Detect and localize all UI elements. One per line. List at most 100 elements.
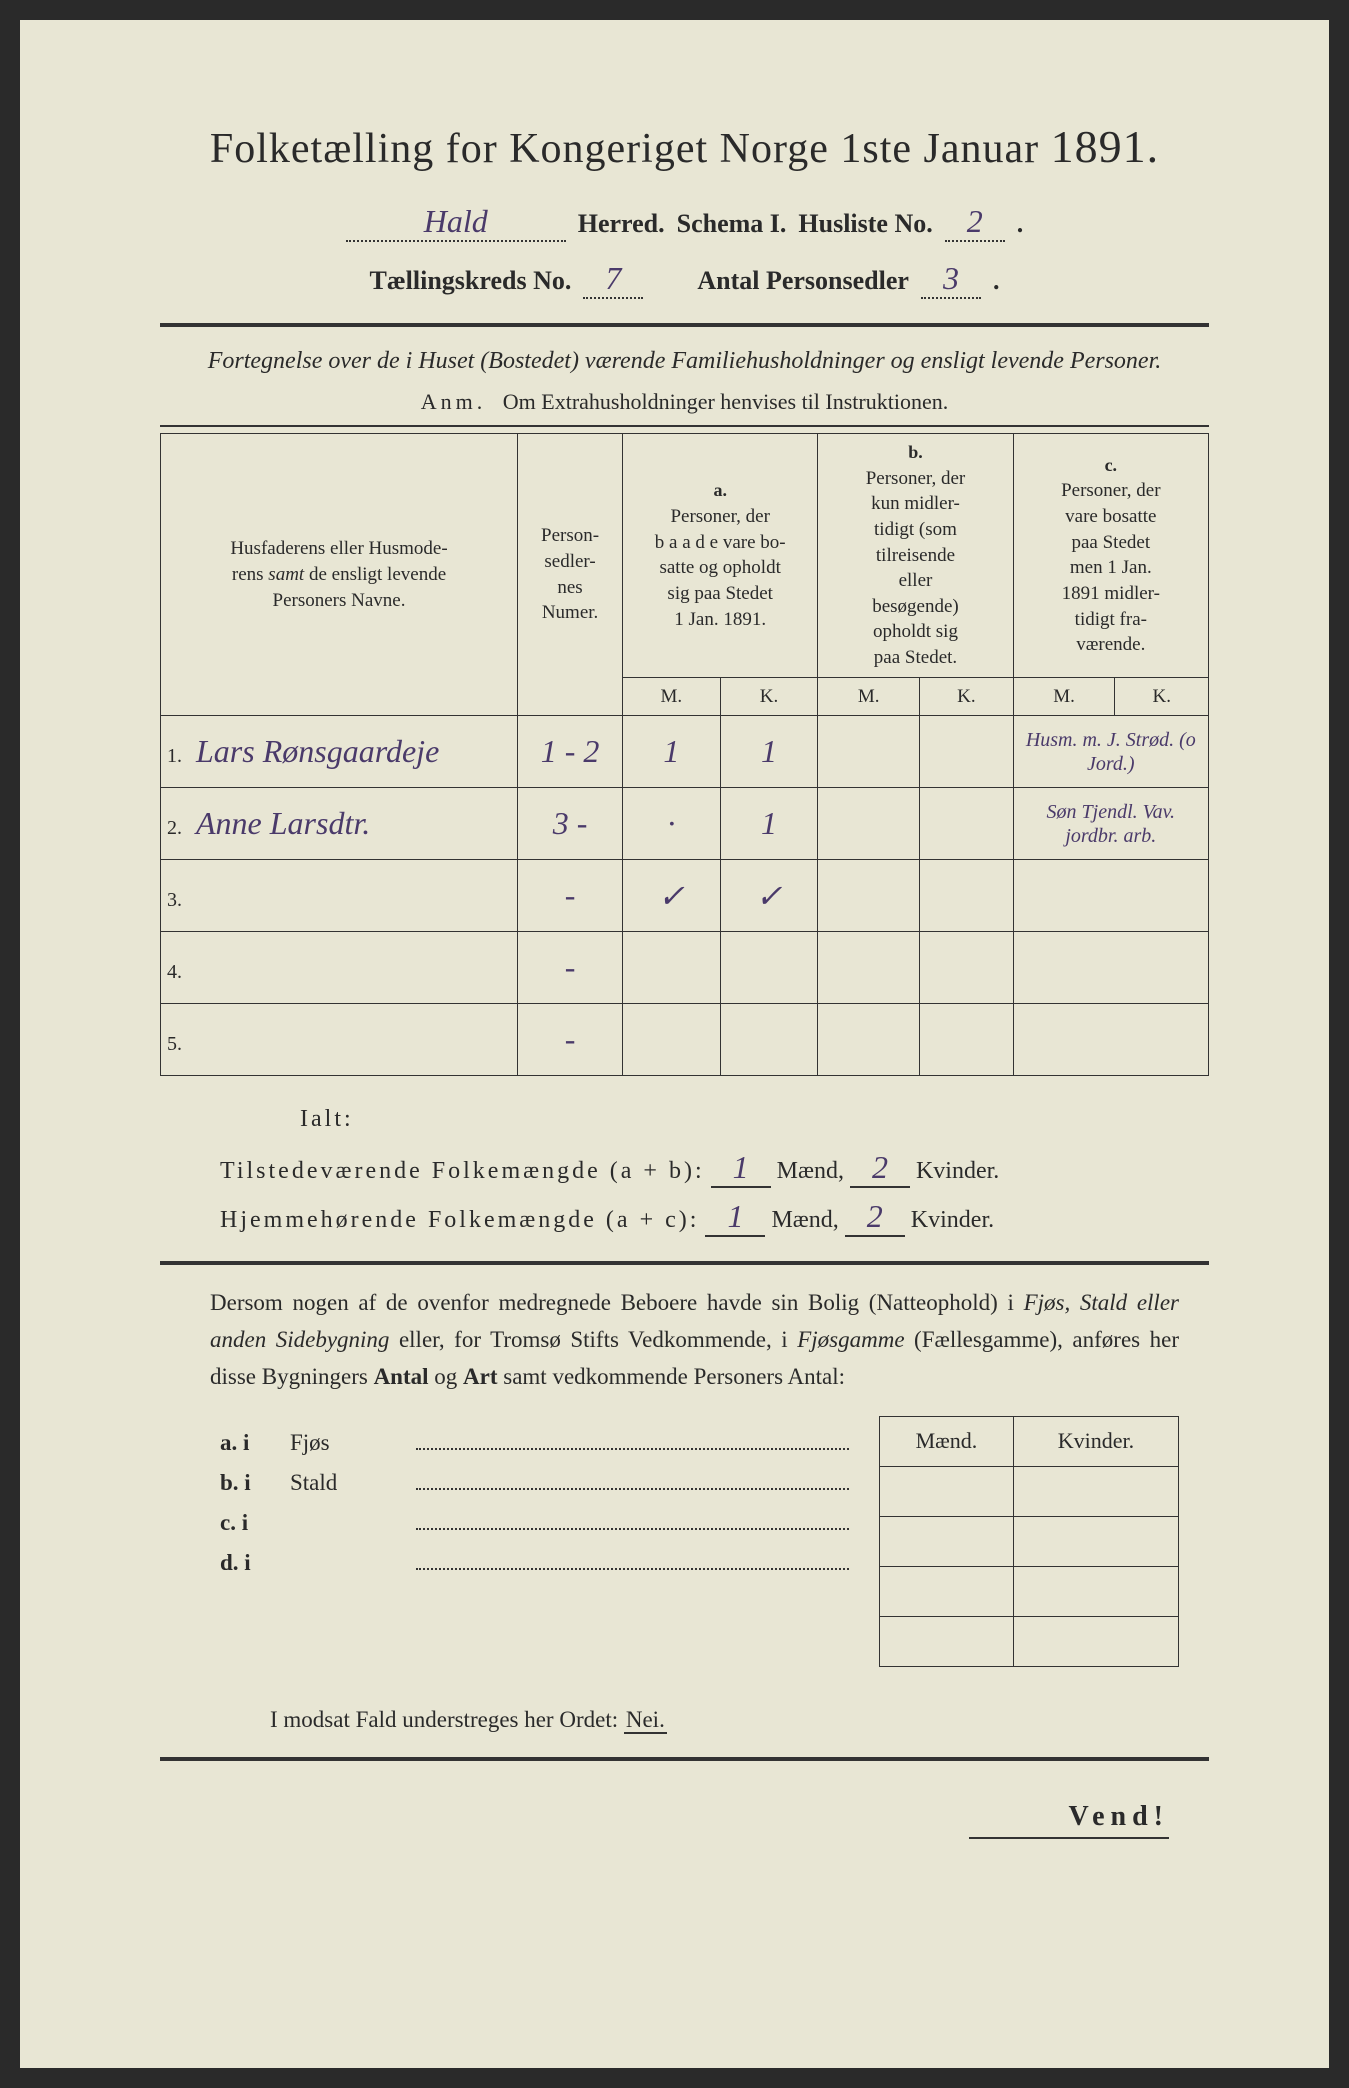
bM-cell bbox=[818, 716, 920, 788]
aM-cell bbox=[623, 1004, 721, 1076]
husliste-label: Husliste No. bbox=[798, 209, 932, 239]
aK-cell: ✓ bbox=[720, 860, 818, 932]
divider bbox=[160, 425, 1209, 427]
outbuilding-list: a. iFjøs b. iStald c. i d. i bbox=[220, 1416, 849, 1667]
bK-cell bbox=[920, 788, 1013, 860]
bM-cell bbox=[818, 788, 920, 860]
bM-cell bbox=[818, 932, 920, 1004]
aM-cell: ✓ bbox=[623, 860, 721, 932]
aK-cell bbox=[720, 932, 818, 1004]
numer-cell: 3 - bbox=[518, 788, 623, 860]
numer-cell: - bbox=[518, 1004, 623, 1076]
col-b-header: b. Personer, derkun midler-tidigt (somti… bbox=[818, 434, 1013, 678]
divider bbox=[160, 323, 1209, 327]
table-row: 1. Lars Rønsgaardeje1 - 211Husm. m. J. S… bbox=[161, 716, 1209, 788]
vend-label: Vend! bbox=[160, 1801, 1169, 1833]
subtitle: Fortegnelse over de i Huset (Bostedet) v… bbox=[160, 343, 1209, 379]
kreds-label: Tællingskreds No. bbox=[370, 266, 572, 296]
personsedler-label: Antal Personsedler bbox=[697, 266, 909, 296]
outbuilding-row: b. iStald bbox=[220, 1470, 849, 1496]
total-ab-k: 2 bbox=[850, 1149, 910, 1188]
outbuilding-row: a. iFjøs bbox=[220, 1430, 849, 1456]
numer-cell: - bbox=[518, 932, 623, 1004]
kreds-value: 7 bbox=[583, 260, 643, 299]
total-ab-m: 1 bbox=[711, 1149, 771, 1188]
bK-cell bbox=[920, 1004, 1013, 1076]
page-title: Folketælling for Kongeriget Norge 1ste J… bbox=[160, 120, 1209, 173]
table-row: 3. -✓✓ bbox=[161, 860, 1209, 932]
note-cell: Søn Tjendl. Vav. jordbr. arb. bbox=[1013, 788, 1208, 860]
aM-cell bbox=[623, 932, 721, 1004]
total-ac-k: 2 bbox=[845, 1198, 905, 1237]
title-year: 1891. bbox=[1051, 121, 1160, 172]
col-name-header: Husfaderens eller Husmode-rens samt de e… bbox=[161, 434, 518, 716]
bK-cell bbox=[920, 860, 1013, 932]
bM-cell bbox=[818, 1004, 920, 1076]
household-table: Husfaderens eller Husmode-rens samt de e… bbox=[160, 433, 1209, 1076]
bM-cell bbox=[818, 860, 920, 932]
table-cell bbox=[880, 1466, 1014, 1516]
husliste-value: 2 bbox=[945, 203, 1005, 242]
header-row-1: Hald Herred. Schema I. Husliste No. 2 . bbox=[160, 203, 1209, 242]
census-form-page: Folketælling for Kongeriget Norge 1ste J… bbox=[20, 20, 1329, 2068]
totals-line-2: Hjemmehørende Folkemængde (a + c): 1 Mæn… bbox=[220, 1198, 1209, 1237]
header-row-2: Tællingskreds No. 7 Antal Personsedler 3… bbox=[160, 260, 1209, 299]
mk-header: K. bbox=[720, 677, 818, 716]
numer-cell: - bbox=[518, 860, 623, 932]
name-cell: 2. Anne Larsdtr. bbox=[161, 788, 518, 860]
modsat-line: I modsat Fald understreges her Ordet: Ne… bbox=[270, 1707, 1209, 1733]
outbuilding-section: a. iFjøs b. iStald c. i d. i Mænd. Kvinder. bbox=[220, 1416, 1179, 1667]
aM-cell: · bbox=[623, 788, 721, 860]
annotation-line: Anm. Om Extrahusholdninger henvises til … bbox=[160, 389, 1209, 415]
anm-label: Anm. bbox=[421, 389, 487, 414]
table-row: 4. - bbox=[161, 932, 1209, 1004]
aK-cell bbox=[720, 1004, 818, 1076]
numer-cell: 1 - 2 bbox=[518, 716, 623, 788]
col-c-header: c. Personer, dervare bosattepaa Stedetme… bbox=[1013, 434, 1208, 678]
totals-line-1: Tilstedeværende Folkemængde (a + b): 1 M… bbox=[220, 1149, 1209, 1188]
totals-block: Ialt: Tilstedeværende Folkemængde (a + b… bbox=[220, 1106, 1209, 1237]
aM-cell: 1 bbox=[623, 716, 721, 788]
mk-header: K. bbox=[920, 677, 1013, 716]
name-cell: 5. bbox=[161, 1004, 518, 1076]
name-cell: 3. bbox=[161, 860, 518, 932]
table-row: 5. - bbox=[161, 1004, 1209, 1076]
vend-underline bbox=[969, 1837, 1169, 1839]
outbuilding-row: d. i bbox=[220, 1550, 849, 1576]
aK-cell: 1 bbox=[720, 788, 818, 860]
nei-word: Nei. bbox=[624, 1707, 667, 1734]
table-cell bbox=[1013, 1616, 1178, 1666]
herred-label: Herred. bbox=[578, 209, 665, 239]
mk-header: M. bbox=[623, 677, 721, 716]
mk-small-header: Kvinder. bbox=[1013, 1416, 1178, 1466]
mk-header: K. bbox=[1115, 677, 1209, 716]
herred-field: Hald bbox=[346, 203, 566, 242]
table-row: 2. Anne Larsdtr.3 -·1 Søn Tjendl. Vav. jo… bbox=[161, 788, 1209, 860]
divider bbox=[160, 1757, 1209, 1761]
outbuilding-row: c. i bbox=[220, 1510, 849, 1536]
note-cell bbox=[1013, 860, 1208, 932]
note-cell bbox=[1013, 1004, 1208, 1076]
table-cell bbox=[880, 1566, 1014, 1616]
anm-text: Om Extrahusholdninger henvises til Instr… bbox=[503, 389, 948, 414]
table-cell bbox=[1013, 1566, 1178, 1616]
col-numer-header: Person-sedler-nesNumer. bbox=[518, 434, 623, 716]
name-cell: 1. Lars Rønsgaardeje bbox=[161, 716, 518, 788]
table-cell bbox=[880, 1616, 1014, 1666]
total-ac-m: 1 bbox=[705, 1198, 765, 1237]
personsedler-value: 3 bbox=[921, 260, 981, 299]
bK-cell bbox=[920, 932, 1013, 1004]
aK-cell: 1 bbox=[720, 716, 818, 788]
mk-small-header: Mænd. bbox=[880, 1416, 1014, 1466]
note-cell: Husm. m. J. Strød. (o Jord.) bbox=[1013, 716, 1208, 788]
schema-label: Schema I. bbox=[677, 209, 787, 239]
outbuilding-mk-table: Mænd. Kvinder. bbox=[879, 1416, 1179, 1667]
mk-header: M. bbox=[818, 677, 920, 716]
title-text: Folketælling for Kongeriget Norge 1ste J… bbox=[210, 126, 1039, 172]
bK-cell bbox=[920, 716, 1013, 788]
name-cell: 4. bbox=[161, 932, 518, 1004]
outbuilding-paragraph: Dersom nogen af de ovenfor medregnede Be… bbox=[210, 1285, 1179, 1395]
note-cell bbox=[1013, 932, 1208, 1004]
divider bbox=[160, 1261, 1209, 1265]
table-cell bbox=[1013, 1516, 1178, 1566]
